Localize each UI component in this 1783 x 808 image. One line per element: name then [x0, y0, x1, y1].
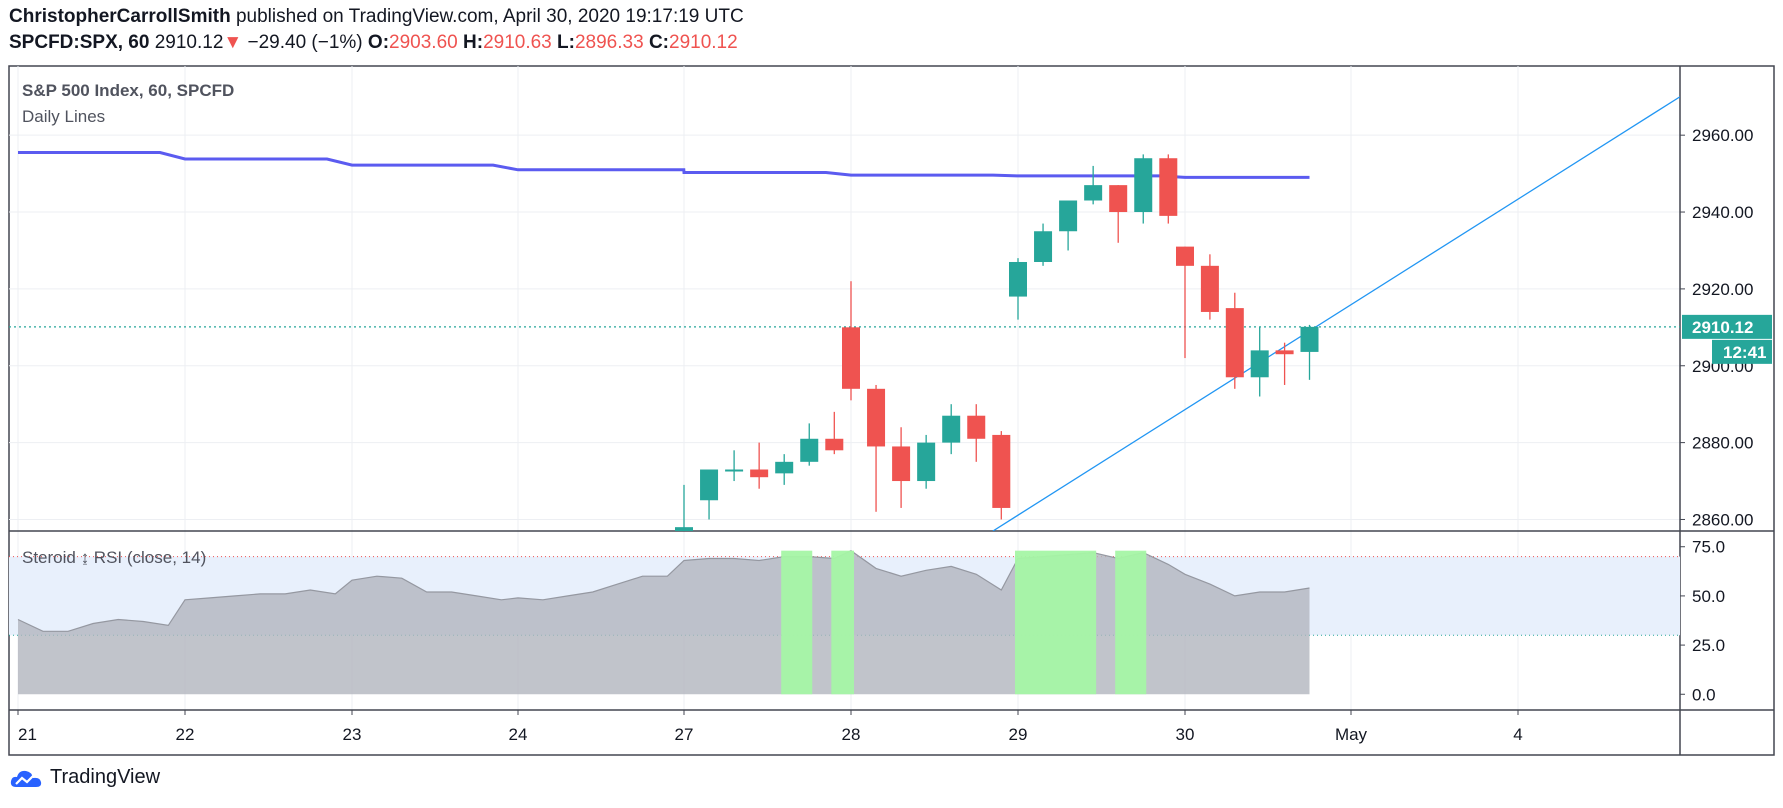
candle-body[interactable]: [675, 527, 693, 558]
symbol-label: SPCFD:SPX, 60: [9, 32, 150, 53]
last-price: 2910.12: [154, 32, 224, 53]
time-tick-label: 21: [18, 725, 37, 744]
rsi-overbought-zone: [781, 550, 813, 695]
price-tick-label: 2920.00: [1692, 280, 1753, 299]
time-tick-label: 27: [675, 725, 694, 744]
rsi-tick-label: 0.0: [1692, 685, 1716, 704]
rsi-overbought-zone: [1015, 550, 1097, 695]
candlestick-series: [675, 154, 1319, 558]
rsi-pane-title: Steroid ↨ RSI (close, 14): [22, 548, 206, 567]
price-change: −29.40 (−1%): [247, 32, 363, 53]
price-tick-label: 2860.00: [1692, 510, 1753, 529]
chart-area[interactable]: 2860.002880.002900.002920.002940.002960.…: [0, 0, 1783, 760]
author-name[interactable]: ChristopherCarrollSmith: [9, 6, 231, 27]
candle-body[interactable]: [775, 461, 794, 474]
price-pane-title: S&P 500 Index, 60, SPCFD: [22, 81, 234, 100]
countdown-tag: [1712, 339, 1772, 364]
time-tick-label: 29: [1009, 725, 1028, 744]
candle-body[interactable]: [825, 438, 844, 451]
chart-frame: [8, 65, 1775, 756]
rsi-overbought-zone: [831, 550, 854, 695]
candle-body[interactable]: [1134, 158, 1153, 213]
candle-body[interactable]: [1200, 265, 1219, 312]
candle-body[interactable]: [1109, 185, 1128, 213]
candle-body[interactable]: [700, 469, 719, 501]
daily-line-series: [18, 151, 1310, 179]
candle-body[interactable]: [1009, 261, 1027, 297]
rsi-area: [18, 550, 1310, 695]
open-label: O:: [367, 32, 390, 53]
candle-body[interactable]: [917, 442, 936, 482]
candle-body[interactable]: [1176, 246, 1194, 266]
rsi-tick-label: 75.0: [1692, 538, 1725, 557]
close-value: 2910.12: [669, 32, 738, 53]
time-tick-label: 28: [842, 725, 861, 744]
tradingview-logo[interactable]: TradingView: [10, 766, 160, 789]
candle-body[interactable]: [967, 415, 986, 439]
last-price-tag-label: 2910.12: [1692, 318, 1753, 337]
countdown-tag-label: 12:41: [1723, 343, 1766, 362]
candle-body[interactable]: [800, 438, 819, 462]
candle-body[interactable]: [725, 469, 744, 472]
price-tick-label: 2880.00: [1692, 434, 1753, 453]
candle-body[interactable]: [750, 469, 769, 478]
candle-body[interactable]: [892, 446, 911, 482]
time-tick-label: 24: [509, 725, 528, 744]
high-value: 2910.63: [483, 32, 552, 53]
rsi-overbought-zone: [1115, 550, 1147, 695]
candle-body[interactable]: [1275, 350, 1294, 355]
candle-body[interactable]: [1059, 200, 1078, 232]
candle-body[interactable]: [1034, 231, 1053, 262]
tradingview-cloud-icon: [10, 770, 42, 787]
last-price-tag: [1682, 314, 1772, 339]
close-label: C:: [648, 32, 669, 53]
candle-body[interactable]: [1250, 350, 1269, 378]
published-text: published on TradingView.com, April 30, …: [235, 6, 744, 27]
time-tick-label: 23: [343, 725, 362, 744]
candle-body[interactable]: [1300, 326, 1319, 352]
candle-body[interactable]: [867, 388, 886, 447]
candle-body[interactable]: [942, 415, 961, 443]
publish-info: ChristopherCarrollSmith published on Tra…: [9, 6, 744, 28]
time-tick-label: May: [1335, 725, 1368, 744]
candle-body[interactable]: [1084, 185, 1103, 201]
low-value: 2896.33: [574, 32, 644, 53]
candle-body[interactable]: [992, 434, 1011, 508]
high-label: H:: [463, 32, 484, 53]
candle-body[interactable]: [842, 327, 860, 389]
candle-body[interactable]: [1159, 158, 1178, 216]
time-tick-label: 4: [1513, 725, 1522, 744]
down-arrow-icon: ▼: [223, 32, 243, 53]
time-tick-label: 30: [1176, 725, 1195, 744]
price-tick-label: 2960.00: [1692, 126, 1753, 145]
tradingview-brand: TradingView: [50, 766, 161, 788]
trendline[interactable]: [992, 96, 1680, 531]
rsi-tick-label: 25.0: [1692, 636, 1725, 655]
low-label: L:: [557, 32, 575, 53]
daily-lines-label: Daily Lines: [22, 107, 105, 126]
time-tick-label: 22: [176, 725, 195, 744]
open-value: 2903.60: [389, 32, 458, 53]
candle-body[interactable]: [1225, 308, 1244, 378]
symbol-ohlc-bar: SPCFD:SPX, 60 2910.12▼ −29.40 (−1%) O:29…: [9, 32, 738, 54]
price-tick-label: 2940.00: [1692, 203, 1753, 222]
rsi-tick-label: 50.0: [1692, 587, 1725, 606]
